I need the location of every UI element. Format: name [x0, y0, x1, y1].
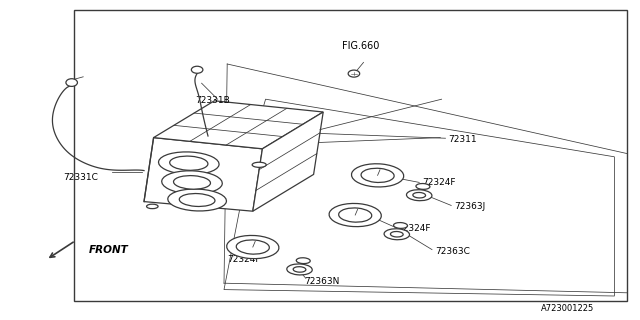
Text: 72363J: 72363J — [454, 202, 486, 211]
Text: 72324F: 72324F — [422, 178, 456, 187]
Ellipse shape — [147, 204, 158, 209]
Text: FRONT: FRONT — [88, 244, 128, 255]
Text: 72324F: 72324F — [227, 255, 260, 264]
Text: A723001225: A723001225 — [541, 304, 594, 313]
Ellipse shape — [162, 171, 222, 194]
Text: 72311: 72311 — [448, 135, 477, 144]
Text: 72363C: 72363C — [435, 247, 470, 256]
Ellipse shape — [191, 66, 203, 73]
Ellipse shape — [293, 267, 306, 272]
Ellipse shape — [394, 223, 408, 228]
Ellipse shape — [361, 168, 394, 182]
Ellipse shape — [252, 162, 266, 167]
Ellipse shape — [296, 258, 310, 264]
Ellipse shape — [287, 264, 312, 275]
Polygon shape — [253, 112, 323, 211]
Ellipse shape — [384, 229, 410, 240]
Ellipse shape — [173, 176, 211, 189]
Ellipse shape — [351, 164, 404, 187]
Text: FIG.660: FIG.660 — [342, 41, 380, 52]
Text: 72331C: 72331C — [63, 173, 97, 182]
Ellipse shape — [179, 194, 215, 206]
Ellipse shape — [348, 70, 360, 77]
Ellipse shape — [236, 240, 269, 254]
Text: 72331B: 72331B — [195, 96, 230, 105]
Polygon shape — [144, 138, 262, 211]
Ellipse shape — [227, 236, 279, 259]
Ellipse shape — [329, 204, 381, 227]
Ellipse shape — [416, 184, 430, 189]
Ellipse shape — [170, 156, 208, 170]
Ellipse shape — [66, 79, 77, 86]
Text: 72363N: 72363N — [304, 277, 339, 286]
Ellipse shape — [406, 190, 432, 201]
Text: 72324F: 72324F — [397, 224, 430, 233]
Ellipse shape — [339, 208, 372, 222]
Ellipse shape — [159, 152, 219, 174]
Ellipse shape — [390, 231, 403, 237]
Ellipse shape — [413, 192, 426, 198]
Ellipse shape — [168, 189, 227, 211]
Polygon shape — [154, 101, 323, 149]
Bar — [74, 10, 627, 301]
